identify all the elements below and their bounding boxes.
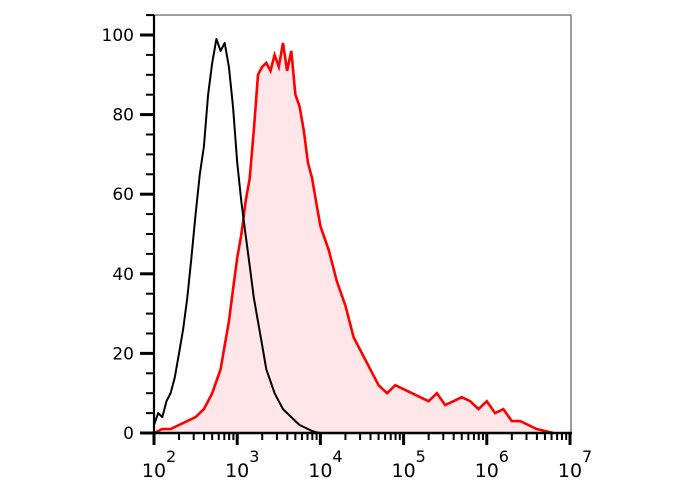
y-tick-label: 0 — [123, 424, 134, 444]
svg-text:10: 10 — [475, 460, 499, 482]
x-tick-label: 105 — [392, 447, 426, 482]
svg-text:10: 10 — [558, 460, 582, 482]
svg-text:10: 10 — [142, 460, 166, 482]
svg-text:10: 10 — [225, 460, 249, 482]
svg-text:6: 6 — [499, 447, 509, 466]
y-tick-label: 100 — [102, 26, 134, 46]
y-tick-label: 60 — [112, 185, 134, 205]
svg-text:5: 5 — [416, 447, 426, 466]
plot-frame — [154, 14, 572, 433]
x-tick-label: 103 — [225, 447, 259, 482]
svg-text:10: 10 — [308, 460, 332, 482]
y-tick-label: 40 — [112, 265, 134, 285]
control-series-line — [153, 38, 321, 434]
stained-series-fill — [154, 43, 554, 433]
x-tick-label: 107 — [558, 447, 592, 482]
svg-text:2: 2 — [166, 447, 176, 466]
svg-text:10: 10 — [392, 460, 416, 482]
svg-text:3: 3 — [249, 447, 259, 466]
y-tick-label: 20 — [112, 344, 134, 364]
x-tick-label: 104 — [308, 447, 342, 482]
x-tick-label: 102 — [142, 447, 176, 482]
svg-text:4: 4 — [332, 447, 342, 466]
y-axis: 0 20 40 60 80 100 — [102, 14, 156, 444]
y-tick-label: 80 — [112, 106, 134, 126]
stained-series-line — [153, 42, 554, 435]
x-tick-label: 106 — [475, 447, 509, 482]
svg-text:7: 7 — [582, 447, 592, 466]
